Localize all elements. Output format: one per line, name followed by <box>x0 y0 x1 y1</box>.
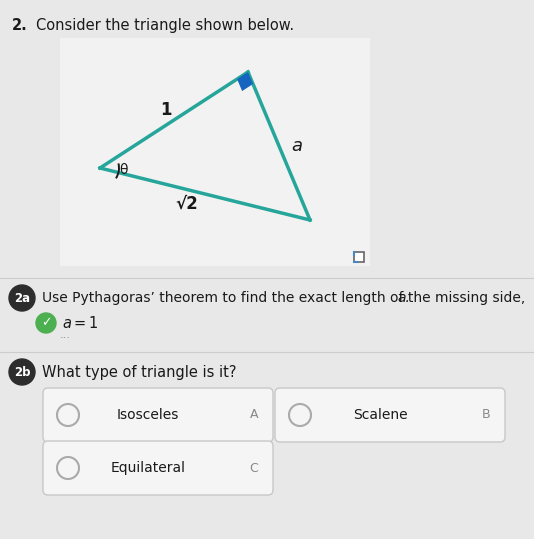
Circle shape <box>36 313 56 333</box>
Text: a: a <box>292 137 302 155</box>
FancyBboxPatch shape <box>275 388 505 442</box>
Text: C: C <box>249 461 258 474</box>
Text: a.: a. <box>397 291 410 305</box>
Polygon shape <box>237 72 253 91</box>
Text: ✓: ✓ <box>41 316 51 329</box>
Text: A: A <box>250 409 258 421</box>
Circle shape <box>9 285 35 311</box>
Text: Use Pythagoras’ theorem to find the exact length of the missing side,: Use Pythagoras’ theorem to find the exac… <box>42 291 530 305</box>
Text: $a = 1$: $a = 1$ <box>62 315 99 331</box>
Text: What type of triangle is it?: What type of triangle is it? <box>42 364 237 379</box>
FancyBboxPatch shape <box>43 388 273 442</box>
Text: 2a: 2a <box>14 292 30 305</box>
Text: ···: ··· <box>60 333 71 343</box>
Text: 1: 1 <box>160 101 172 119</box>
Text: θ: θ <box>119 163 128 177</box>
Text: B: B <box>482 409 490 421</box>
Text: Consider the triangle shown below.: Consider the triangle shown below. <box>36 18 294 33</box>
Text: √2: √2 <box>176 195 198 213</box>
Circle shape <box>57 457 79 479</box>
FancyBboxPatch shape <box>60 38 370 266</box>
Circle shape <box>9 359 35 385</box>
Text: Scalene: Scalene <box>352 408 407 422</box>
Text: Isosceles: Isosceles <box>117 408 179 422</box>
Text: 2.: 2. <box>12 18 28 33</box>
Text: Equilateral: Equilateral <box>111 461 185 475</box>
Circle shape <box>57 404 79 426</box>
Text: 2b: 2b <box>14 365 30 378</box>
FancyBboxPatch shape <box>354 252 364 262</box>
Circle shape <box>289 404 311 426</box>
FancyBboxPatch shape <box>43 441 273 495</box>
